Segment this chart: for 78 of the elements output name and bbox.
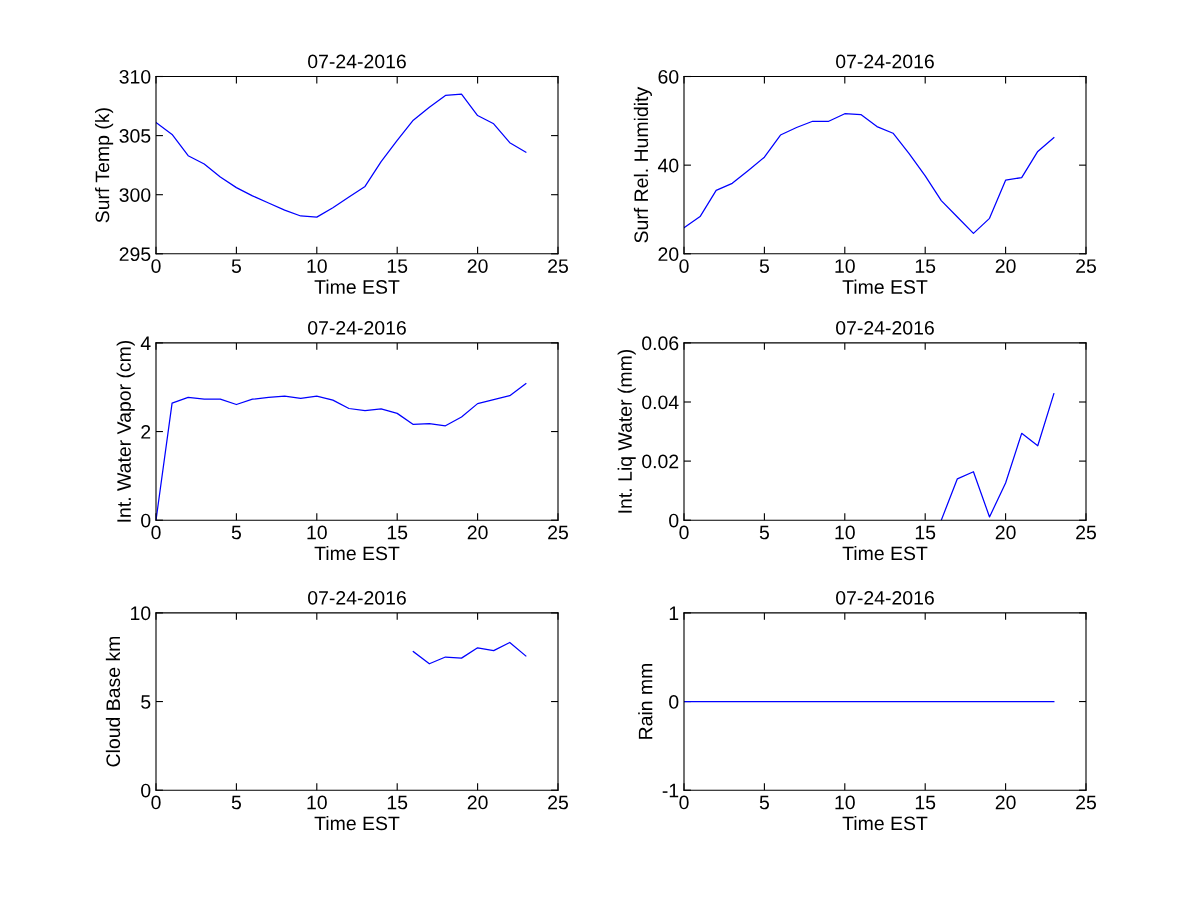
x-tick-label: 15: [915, 525, 936, 540]
x-tick-label: 5: [231, 259, 241, 273]
x-tick-label: 5: [759, 795, 769, 810]
x-tick-label: 25: [548, 525, 568, 540]
x-axis-title: Time EST: [842, 545, 928, 561]
chart-title: 07-24-2016: [836, 590, 934, 605]
x-tick-label: 5: [231, 525, 241, 540]
y-tick-label: 305: [119, 129, 151, 143]
y-tick-label: 20: [658, 247, 679, 262]
y-tick-label: 0: [669, 695, 679, 709]
y-tick-label: 0.06: [642, 336, 679, 351]
y-axis-title: Surf Temp (k): [95, 108, 114, 223]
y-axis-title: Cloud Base km: [105, 636, 121, 767]
x-tick-label: 5: [759, 259, 769, 273]
y-axis-title: Rain mm: [638, 663, 653, 739]
line-series: [684, 113, 1055, 235]
x-tick-label: 15: [915, 259, 936, 273]
y-tick-label: 300: [119, 188, 151, 202]
x-tick-label: 15: [387, 525, 408, 540]
x-tick-label: 25: [1076, 795, 1096, 810]
x-tick-label: 25: [1076, 525, 1096, 540]
x-axis-title: Time EST: [842, 279, 928, 294]
x-tick-label: 10: [307, 795, 327, 810]
x-tick-label: 5: [231, 795, 241, 810]
y-tick-label: 0: [141, 513, 151, 528]
y-tick-label: 295: [119, 247, 151, 262]
x-axis-title: Time EST: [314, 545, 400, 561]
chart-title: 07-24-2016: [308, 320, 406, 335]
x-tick-label: 10: [835, 525, 855, 540]
x-tick-label: 10: [307, 525, 327, 540]
x-tick-label: 0: [151, 259, 161, 273]
x-tick-label: 10: [835, 795, 855, 810]
x-axis-title: Time EST: [842, 815, 928, 831]
y-tick-label: 1: [669, 606, 679, 620]
y-tick-label: 0.04: [642, 395, 679, 410]
x-tick-label: 20: [995, 795, 1016, 810]
y-axis-title: Surf Rel. Humidity: [633, 86, 652, 243]
y-tick-label: 0.02: [642, 454, 679, 469]
y-tick-label: 310: [119, 69, 151, 84]
x-tick-label: 10: [835, 259, 855, 273]
x-tick-label: 0: [679, 259, 689, 273]
x-tick-label: 0: [151, 525, 161, 540]
y-tick-label: 2: [141, 425, 151, 439]
y-tick-label: 0: [141, 783, 151, 798]
x-tick-label: 0: [679, 795, 689, 810]
x-tick-label: 25: [1076, 259, 1096, 273]
x-tick-label: 15: [387, 795, 408, 810]
x-axis-title: Time EST: [314, 815, 400, 831]
x-tick-label: 20: [467, 795, 488, 810]
x-tick-label: 0: [679, 525, 689, 540]
line-series: [156, 93, 527, 218]
y-tick-label: 0: [669, 513, 679, 528]
x-tick-label: 0: [151, 795, 161, 810]
y-tick-label: 60: [658, 69, 679, 84]
x-tick-label: 20: [995, 525, 1016, 540]
x-tick-label: 25: [548, 259, 568, 273]
line-series: [940, 393, 1055, 521]
chart-title: 07-24-2016: [308, 590, 406, 605]
y-tick-label: -1: [662, 783, 679, 798]
x-tick-label: 20: [467, 259, 488, 273]
y-tick-label: 4: [140, 336, 151, 350]
chart-title: 07-24-2016: [836, 54, 934, 69]
x-tick-label: 5: [759, 525, 769, 540]
x-axis-title: Time EST: [314, 279, 400, 294]
chart-title: 07-24-2016: [308, 54, 406, 69]
line-series: [412, 641, 527, 665]
y-tick-label: 5: [141, 695, 151, 709]
x-tick-label: 10: [307, 259, 327, 273]
y-axis-title: Int. Liq Water (mm): [617, 349, 636, 513]
x-tick-label: 15: [387, 259, 408, 273]
y-axis-title: Int. Water Vapor (cm): [116, 340, 135, 522]
x-tick-label: 20: [995, 259, 1016, 273]
y-tick-label: 40: [657, 158, 679, 173]
y-tick-label: 10: [131, 606, 151, 621]
x-tick-label: 25: [548, 795, 568, 810]
x-tick-label: 20: [467, 525, 488, 540]
x-tick-label: 15: [915, 795, 936, 810]
chart-title: 07-24-2016: [836, 320, 934, 335]
